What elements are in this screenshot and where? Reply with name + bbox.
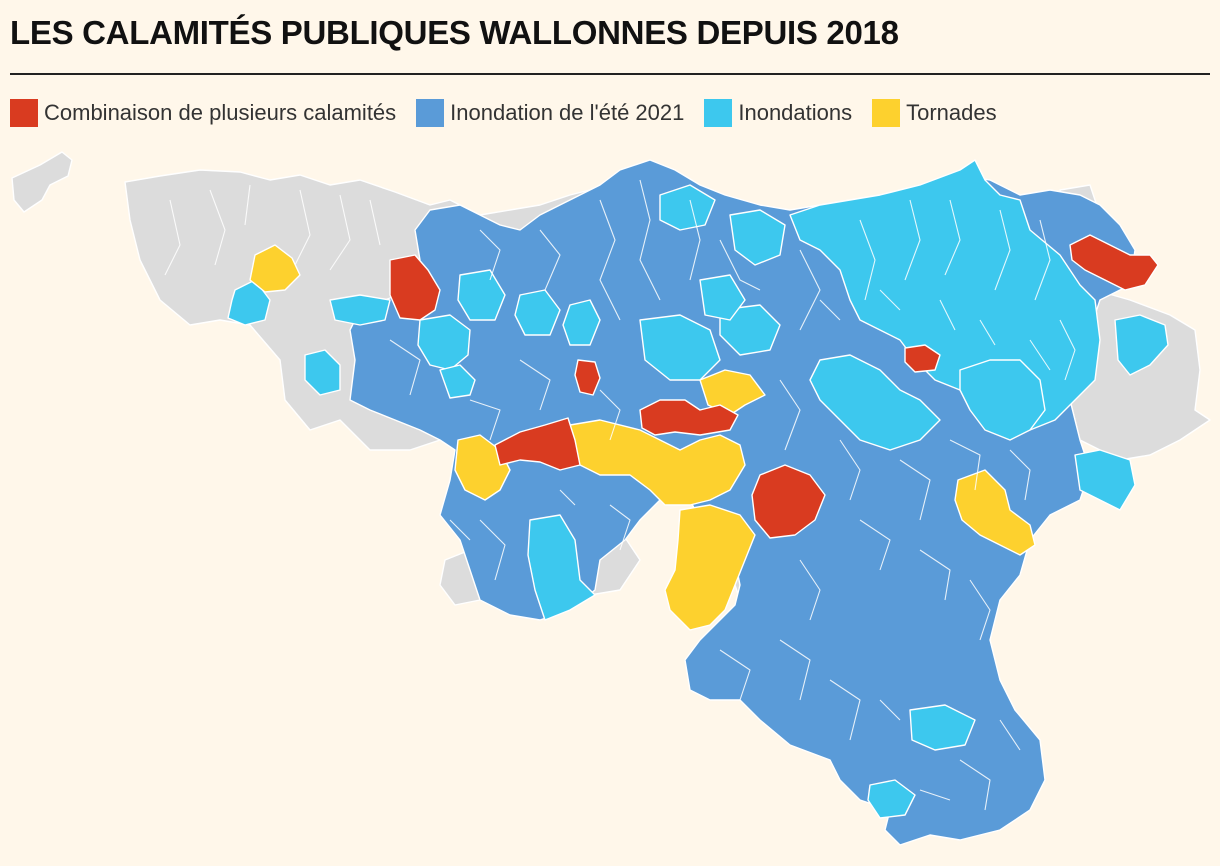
legend-label-flood-2021: Inondation de l'été 2021: [450, 100, 685, 125]
floods-centre-7: [562, 299, 601, 346]
floods-centre-2: [639, 314, 721, 381]
floods-west-1: [329, 294, 391, 326]
floods-centre-3: [719, 304, 781, 356]
floods-centre-4: [699, 274, 746, 321]
legend-swatch-tornadoes: [872, 99, 901, 127]
combination-liege: [904, 344, 941, 373]
legend: Combinaison de plusieurs calamités Inond…: [10, 99, 1017, 127]
combination-charleroi-east: [639, 399, 739, 436]
legend-swatch-combination: [10, 99, 38, 127]
floods-centre-5: [457, 269, 506, 321]
floods-south-1: [527, 514, 596, 621]
floods-south-3: [867, 779, 916, 819]
legend-item-floods: Inondations: [704, 99, 852, 127]
legend-swatch-flood-2021: [416, 99, 445, 127]
floods-south-2: [909, 704, 976, 751]
tornado-east: [954, 469, 1036, 556]
legend-label-floods: Inondations: [738, 100, 853, 125]
combination-charleroi-west: [494, 417, 581, 471]
legend-item-tornadoes: Tornades: [872, 99, 997, 127]
region-hainaut-west: [11, 151, 73, 213]
region-combination: [389, 234, 1159, 539]
map-title: LES CALAMITÉS PUBLIQUES WALLONNES DEPUIS…: [10, 14, 899, 51]
tornado-comines: [249, 244, 301, 293]
legend-swatch-floods: [704, 99, 733, 127]
combination-eupen: [1069, 234, 1159, 291]
floods-verviers: [959, 359, 1046, 441]
floods-liege-centre: [809, 354, 941, 451]
legend-item-combination: Combinaison de plusieurs calamités: [10, 99, 396, 127]
legend-label-combination: Combinaison de plusieurs calamités: [44, 100, 397, 125]
region-tornadoes: [249, 244, 1036, 631]
title-divider: [10, 73, 1210, 75]
floods-centre-1: [729, 209, 786, 266]
combination-ath: [389, 254, 441, 321]
legend-item-flood-2021: Inondation de l'été 2021: [416, 99, 684, 127]
floods-east-1: [1114, 314, 1169, 376]
floods-west-3: [439, 364, 476, 399]
floods-east-2: [1074, 449, 1136, 511]
wallonia-map: [11, 151, 1211, 846]
floods-north-centre: [659, 184, 716, 231]
floods-west-2: [417, 314, 471, 371]
tornado-south-centre: [664, 504, 756, 631]
floods-west-4: [304, 349, 341, 396]
tornado-centre-band: [569, 419, 746, 506]
legend-label-tornadoes: Tornades: [906, 100, 997, 125]
combination-dinant: [751, 464, 826, 539]
region-floods: [227, 159, 1169, 819]
combination-centre-small: [574, 359, 601, 396]
commune-boundaries: [164, 179, 1076, 811]
